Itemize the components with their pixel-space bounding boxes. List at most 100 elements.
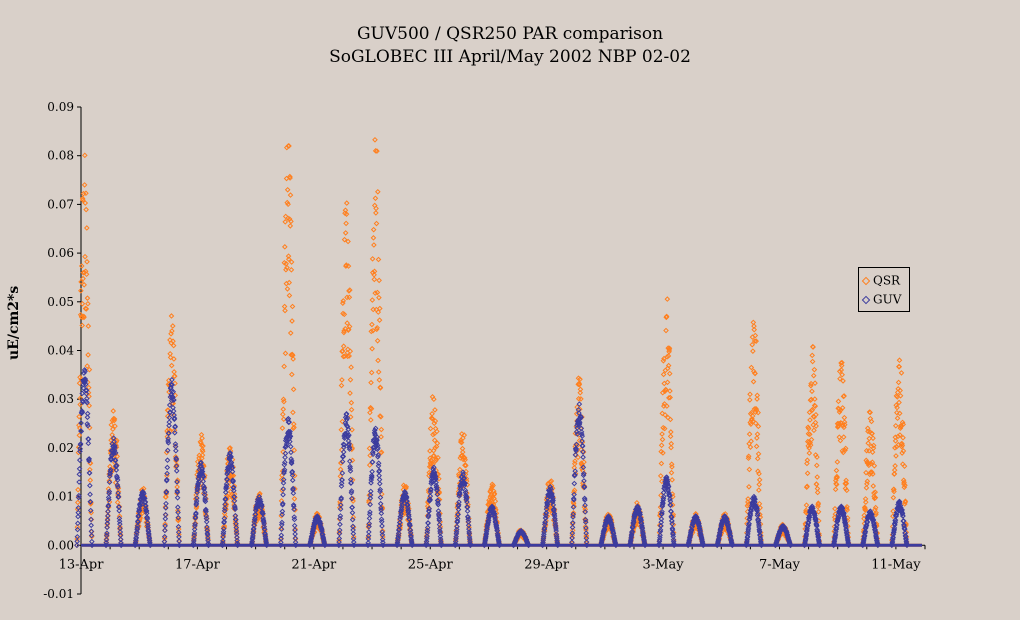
qsr-point xyxy=(76,432,83,439)
guv-point xyxy=(544,501,551,508)
guv-point xyxy=(347,468,354,474)
guv-point xyxy=(549,491,555,497)
qsr-point xyxy=(891,470,898,477)
guv-point xyxy=(291,514,298,520)
guv-point xyxy=(570,511,577,518)
qsr-point xyxy=(870,483,877,489)
qsr-point xyxy=(170,342,177,349)
qsr-point xyxy=(432,418,439,424)
y-tick-label: 0.09 xyxy=(47,100,74,114)
qsr-point xyxy=(832,505,838,512)
qsr-point xyxy=(659,410,666,417)
qsr-point xyxy=(891,467,898,473)
qsr-point xyxy=(832,486,839,493)
guv-point xyxy=(864,519,871,525)
qsr-point xyxy=(803,507,809,514)
qsr-point xyxy=(809,352,815,359)
guv-point xyxy=(525,542,532,549)
qsr-point xyxy=(347,348,354,355)
qsr-point xyxy=(291,447,298,454)
qsr-point xyxy=(282,350,289,357)
chart-subtitle: SoGLOBEC III April/May 2002 NBP 02-02 xyxy=(329,47,691,67)
qsr-point xyxy=(375,357,381,364)
qsr-point xyxy=(340,298,347,304)
guv-point xyxy=(365,532,372,539)
guv-point xyxy=(454,523,460,530)
guv-point xyxy=(369,468,375,475)
qsr-point xyxy=(374,289,381,296)
guv-point xyxy=(104,520,111,527)
guv-point xyxy=(349,516,356,523)
qsr-point xyxy=(837,375,843,382)
qsr-point xyxy=(342,207,349,214)
qsr-point xyxy=(83,306,90,312)
guv-point xyxy=(173,468,180,474)
qsr-point xyxy=(116,513,123,520)
guv-point xyxy=(74,533,81,540)
guv-point xyxy=(85,422,91,429)
qsr-point xyxy=(747,391,753,398)
guv-point xyxy=(839,505,846,512)
qsr-point xyxy=(112,423,118,429)
guv-point xyxy=(77,448,83,455)
guv-point xyxy=(570,495,577,502)
guv-point xyxy=(696,520,702,527)
guv-point xyxy=(569,519,576,526)
guv-point xyxy=(339,477,345,483)
qsr-point xyxy=(369,256,376,262)
qsr-point xyxy=(79,195,86,202)
qsr-point xyxy=(368,328,375,335)
guv-point xyxy=(228,462,235,469)
qsr-point xyxy=(747,444,754,450)
qsr-point xyxy=(804,483,810,490)
guv-point xyxy=(580,454,586,461)
guv-point xyxy=(609,524,616,531)
guv-point xyxy=(161,538,168,545)
qsr-point xyxy=(291,495,298,502)
guv-point xyxy=(408,536,415,543)
qsr-point xyxy=(87,477,94,484)
guv-point xyxy=(341,442,348,448)
guv-point xyxy=(224,476,231,483)
guv-point xyxy=(395,530,402,537)
legend-label-qsr: QSR xyxy=(873,273,901,288)
qsr-point xyxy=(663,327,669,334)
guv-point xyxy=(76,466,83,472)
qsr-point xyxy=(370,226,377,233)
guv-point xyxy=(250,533,256,539)
qsr-point xyxy=(373,205,379,212)
qsr-point xyxy=(284,264,290,271)
qsr-point xyxy=(864,481,870,487)
qsr-point xyxy=(374,324,380,331)
qsr-point xyxy=(285,253,292,259)
guv-point xyxy=(667,496,673,502)
guv-point xyxy=(431,464,437,471)
guv-point xyxy=(368,480,374,486)
qsr-point xyxy=(669,477,675,483)
guv-point xyxy=(142,505,149,512)
qsr-point xyxy=(230,472,237,479)
qsr-point xyxy=(430,431,436,438)
guv-point xyxy=(263,541,270,547)
guv-point xyxy=(576,410,582,416)
guv-point xyxy=(193,510,199,516)
guv-point xyxy=(425,512,432,519)
guv-point xyxy=(220,538,226,544)
guv-point xyxy=(340,453,347,460)
qsr-point xyxy=(346,323,353,330)
guv-point xyxy=(570,514,576,520)
qsr-point xyxy=(844,503,850,510)
qsr-point xyxy=(376,317,383,323)
qsr-point xyxy=(753,405,759,412)
legend-item-guv: GUV xyxy=(861,291,901,307)
guv-point xyxy=(346,444,353,451)
qsr-point xyxy=(287,223,294,229)
guv-point xyxy=(547,484,554,490)
guv-point xyxy=(220,528,227,535)
guv-point xyxy=(171,397,177,403)
guv-point xyxy=(289,458,295,464)
qsr-point xyxy=(279,425,286,431)
qsr-point xyxy=(432,407,438,413)
guv-point xyxy=(234,537,240,544)
guv-point xyxy=(894,509,901,515)
